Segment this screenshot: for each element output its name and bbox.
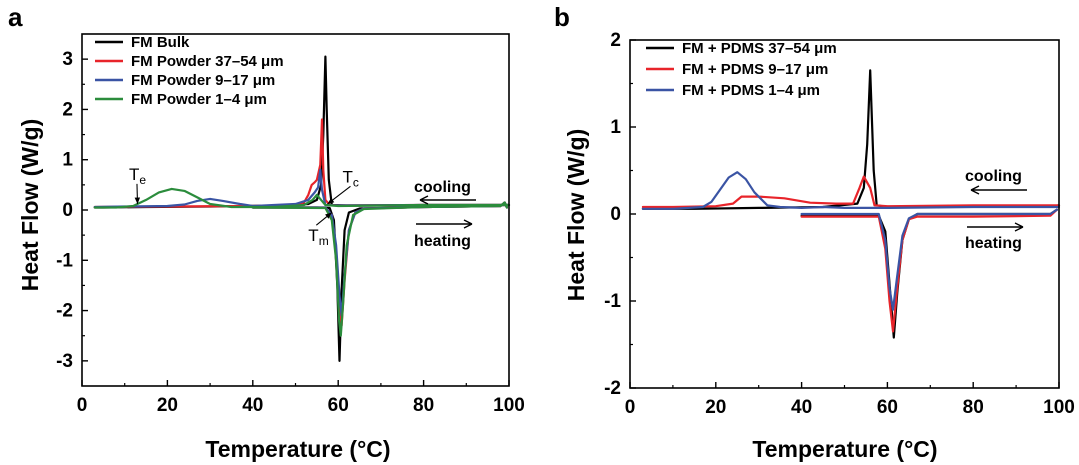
panel-b-xlabel: Temperature (°C) bbox=[752, 436, 937, 462]
panel-a-ytick-label: 2 bbox=[62, 99, 73, 120]
panel-b-letter: b bbox=[554, 2, 570, 32]
panel-a-legend: FM Bulk FM Powder 37–54 μm FM Powder 9–17 … bbox=[95, 34, 284, 108]
panel-b-xtick-label: 100 bbox=[1043, 397, 1075, 418]
panel-a-cooling-label: cooling bbox=[414, 179, 471, 196]
panel-a-frame: 0 20 40 60 80 100 -3 -2 -1 0 1 2 3 bbox=[56, 33, 525, 416]
panel-a-xtick-label: 20 bbox=[157, 395, 178, 416]
panel-a-annotation-te: Te bbox=[129, 165, 146, 187]
panel-b-ytick-label: -2 bbox=[604, 378, 621, 399]
panel-b-xtick-label: 0 bbox=[625, 397, 636, 418]
panel-b-series-2-heating-line bbox=[800, 208, 1058, 311]
panel-a-xlabel: Temperature (°C) bbox=[205, 436, 390, 462]
panel-a-legend-label: FM Powder 37–54 μm bbox=[131, 53, 284, 70]
panel-b-xtick-label: 20 bbox=[705, 397, 726, 418]
panel-a-xtick-label: 60 bbox=[328, 395, 349, 416]
panel-a-xtick-label: 0 bbox=[77, 395, 88, 416]
panel-b-series-1-cooling-line bbox=[641, 175, 1061, 209]
panel-a-series-2-heating-line bbox=[251, 201, 508, 317]
panel-a: a 0 20 40 60 80 100 -3 -2 -1 0 1 2 3 Te Tc Tm cooling … bbox=[8, 2, 525, 462]
panel-a-ytick-label: -2 bbox=[56, 301, 73, 322]
panel-a-series-1-heating-line bbox=[251, 201, 508, 327]
panel-a-annotations: Te Tc Tm bbox=[129, 165, 359, 248]
panel-a-xtick-label: 80 bbox=[413, 395, 434, 416]
panel-b: b 0 20 40 60 80 100 -2 -1 0 1 2 cooling heating FM… bbox=[554, 2, 1075, 462]
panel-b-cooling-label: cooling bbox=[965, 168, 1022, 185]
panel-a-xtick-label: 40 bbox=[242, 395, 263, 416]
panel-b-ytick-label: 0 bbox=[610, 204, 621, 225]
panel-b-series-2-cooling-line bbox=[641, 171, 1061, 210]
panel-b-curves bbox=[641, 69, 1061, 339]
panel-b-legend-label: FM + PDMS 9–17 μm bbox=[682, 61, 828, 78]
panel-b-ytick-label: -1 bbox=[604, 291, 621, 312]
panel-a-ytick-label: -3 bbox=[56, 351, 73, 372]
panel-a-curves bbox=[93, 55, 511, 362]
panel-a-ytick-label: 3 bbox=[62, 49, 73, 70]
panel-a-series-2-cooling-line bbox=[93, 168, 511, 209]
panel-b-cooling-arrow bbox=[970, 185, 1027, 195]
panel-a-ytick-label: 1 bbox=[62, 150, 73, 171]
panel-b-series-1-heating-line bbox=[800, 208, 1058, 333]
panel-b-direction-labels: cooling heating bbox=[965, 168, 1027, 252]
panel-b-xtick-label: 80 bbox=[963, 397, 984, 418]
panel-b-ytick-label: 1 bbox=[610, 117, 621, 138]
panel-a-ylabel: Heat Flow (W/g) bbox=[17, 119, 43, 291]
panel-a-annotation-tc: Tc bbox=[342, 167, 358, 189]
panel-a-ytick-label: 0 bbox=[62, 200, 73, 221]
panel-a-legend-label: FM Bulk bbox=[131, 34, 190, 51]
panel-b-xtick-label: 60 bbox=[877, 397, 898, 418]
panel-b-ylabel: Heat Flow (W/g) bbox=[563, 129, 589, 301]
panel-b-heating-arrow bbox=[967, 222, 1024, 232]
panel-b-xtick-label: 40 bbox=[791, 397, 812, 418]
panel-b-heating-label: heating bbox=[965, 235, 1022, 252]
panel-b-ytick-label: 2 bbox=[610, 30, 621, 51]
panel-a-ytick-label: -1 bbox=[56, 250, 73, 271]
panel-b-frame: 0 20 40 60 80 100 -2 -1 0 1 2 bbox=[604, 30, 1075, 418]
panel-a-series-3-cooling-line bbox=[93, 187, 511, 209]
panel-a-heating-arrow bbox=[416, 219, 473, 229]
panel-a-xtick-label: 100 bbox=[493, 395, 525, 416]
panel-a-legend-label: FM Powder 1–4 μm bbox=[131, 91, 267, 108]
panel-a-legend-label: FM Powder 9–17 μm bbox=[131, 72, 275, 89]
panel-a-annotation-tc-arrowhead bbox=[327, 197, 335, 204]
panel-a-cooling-arrow bbox=[419, 195, 476, 205]
panel-a-annotation-te-arrowhead bbox=[134, 197, 141, 204]
panel-b-legend: FM + PDMS 37–54 μm FM + PDMS 9–17 μm FM + … bbox=[646, 40, 837, 99]
panel-a-letter: a bbox=[8, 2, 23, 32]
panel-a-series-3-heating-line bbox=[251, 201, 508, 337]
panel-b-legend-label: FM + PDMS 1–4 μm bbox=[682, 82, 820, 99]
panel-a-annotation-tm-arrowhead bbox=[325, 212, 332, 219]
panel-a-direction-labels: cooling heating bbox=[414, 179, 476, 250]
panel-a-annotation-tm: Tm bbox=[308, 226, 328, 248]
panel-b-legend-label: FM + PDMS 37–54 μm bbox=[682, 40, 837, 57]
panel-a-heating-label: heating bbox=[414, 233, 471, 250]
